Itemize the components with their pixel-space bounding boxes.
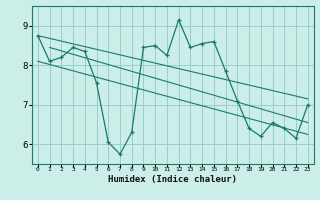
X-axis label: Humidex (Indice chaleur): Humidex (Indice chaleur) bbox=[108, 175, 237, 184]
